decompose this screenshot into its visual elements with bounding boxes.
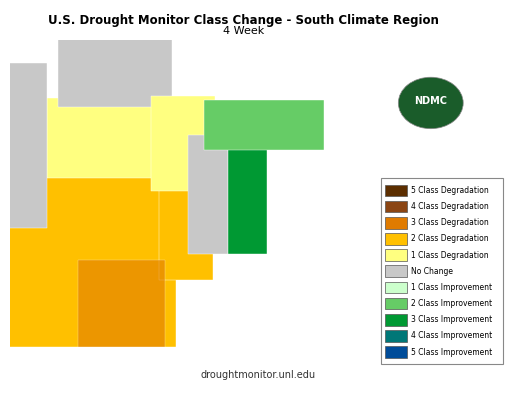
Bar (228, 131, 267, 254)
Text: NDMC: NDMC (414, 96, 447, 106)
FancyBboxPatch shape (385, 346, 407, 358)
FancyBboxPatch shape (381, 178, 503, 364)
Text: U.S. Drought Monitor Class Change - South Climate Region: U.S. Drought Monitor Class Change - Sout… (48, 14, 439, 27)
Text: No Change: No Change (411, 267, 453, 276)
Text: 5 Class Degradation: 5 Class Degradation (411, 186, 488, 195)
Text: 4 Class Improvement: 4 Class Improvement (411, 331, 492, 341)
Text: droughtmonitor.unl.edu: droughtmonitor.unl.edu (201, 370, 316, 380)
Bar (151, 96, 216, 191)
FancyBboxPatch shape (385, 201, 407, 212)
Text: July 25, 2023
compared to
June 27, 2023: July 25, 2023 compared to June 27, 2023 (19, 309, 89, 343)
Bar (0, 63, 47, 228)
Text: 3 Class Improvement: 3 Class Improvement (411, 315, 492, 324)
Bar (159, 178, 213, 280)
Text: 5 Class Improvement: 5 Class Improvement (411, 348, 492, 357)
Text: 4 Week: 4 Week (223, 26, 264, 36)
Text: 3 Class Degradation: 3 Class Degradation (411, 218, 488, 227)
Bar (3, 122, 176, 347)
Bar (78, 261, 165, 347)
FancyBboxPatch shape (385, 249, 407, 261)
FancyBboxPatch shape (385, 314, 407, 326)
Bar (47, 98, 165, 178)
Bar (204, 100, 324, 150)
FancyBboxPatch shape (385, 185, 407, 196)
Text: 1 Class Degradation: 1 Class Degradation (411, 251, 488, 259)
Text: 1 Class Improvement: 1 Class Improvement (411, 283, 492, 292)
Text: 2 Class Degradation: 2 Class Degradation (411, 234, 488, 244)
Text: 2 Class Improvement: 2 Class Improvement (411, 299, 492, 308)
FancyBboxPatch shape (385, 265, 407, 277)
Bar (58, 20, 172, 107)
Text: 4 Class Degradation: 4 Class Degradation (411, 202, 488, 211)
FancyBboxPatch shape (385, 298, 407, 309)
Circle shape (398, 77, 463, 129)
FancyBboxPatch shape (385, 330, 407, 342)
FancyBboxPatch shape (385, 217, 407, 228)
Bar (188, 135, 228, 254)
FancyBboxPatch shape (385, 233, 407, 245)
FancyBboxPatch shape (385, 282, 407, 293)
